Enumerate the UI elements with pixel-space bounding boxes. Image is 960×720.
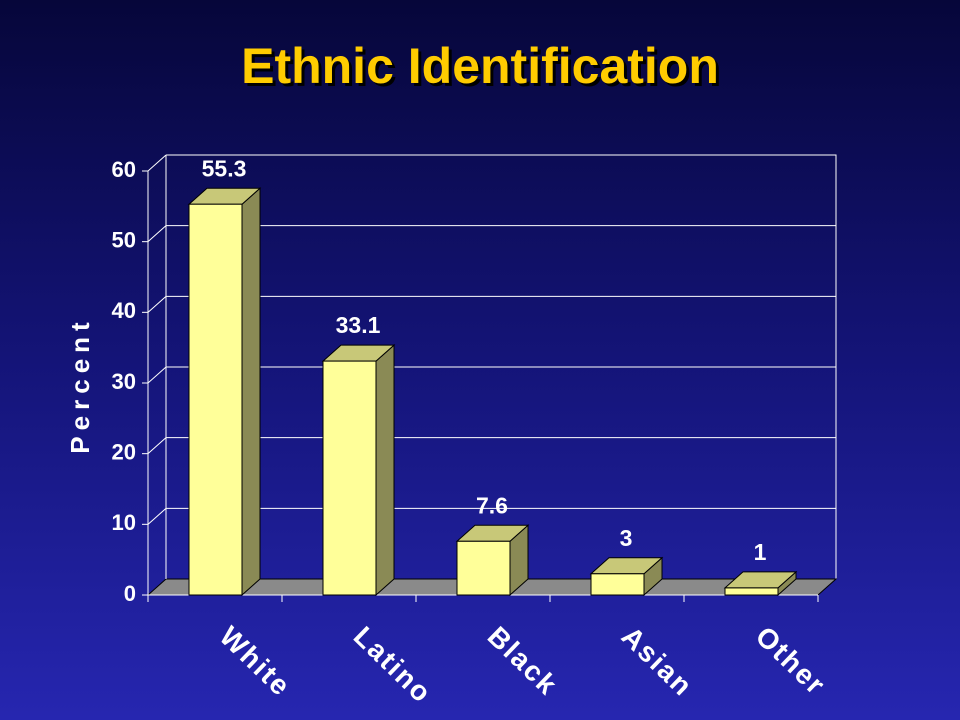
grid-line-side	[147, 366, 167, 384]
y-tick-label: 20	[112, 439, 136, 464]
value-label: 55.3	[202, 155, 247, 181]
y-tick-label: 60	[112, 157, 136, 182]
grid-line-side	[147, 295, 167, 313]
chart-title: Ethnic Identification	[241, 38, 719, 94]
bar	[188, 203, 243, 596]
bar	[724, 587, 779, 596]
y-tick-label: 40	[112, 298, 136, 323]
grid-line-side	[147, 225, 167, 243]
value-label: 1	[754, 539, 767, 565]
y-tick-label: 50	[112, 227, 136, 252]
grid-line-side	[147, 437, 167, 455]
value-label: 3	[620, 525, 633, 551]
y-tick-label: 10	[112, 510, 136, 535]
grid-line-side	[147, 154, 167, 172]
bar	[590, 573, 645, 596]
y-tick-label: 0	[124, 581, 136, 606]
bar	[456, 540, 511, 596]
value-label: 33.1	[336, 312, 381, 338]
bar-side	[241, 187, 261, 597]
y-axis-title: Percent	[65, 316, 95, 453]
grid-line-side	[147, 507, 167, 525]
y-tick-label: 30	[112, 369, 136, 394]
value-label: 7.6	[476, 492, 508, 518]
chart-title-shadow: Ethnic Identification	[244, 41, 722, 97]
bar-side	[375, 343, 395, 597]
bar	[322, 360, 377, 596]
